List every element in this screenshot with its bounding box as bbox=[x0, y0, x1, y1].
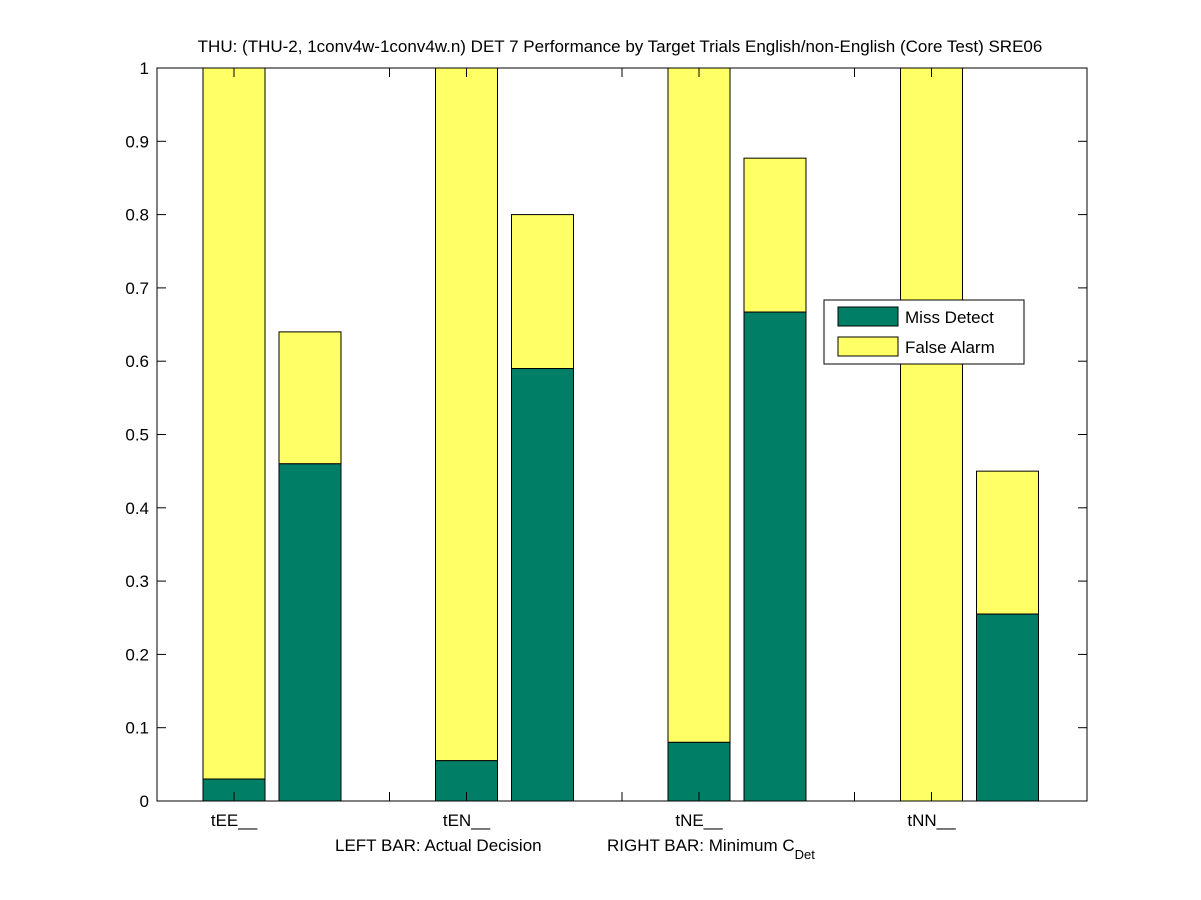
y-tick-label: 0.5 bbox=[125, 426, 149, 445]
y-tick-label: 0.6 bbox=[125, 352, 149, 371]
bar-miss-detect-minimum-tEE bbox=[278, 463, 342, 802]
x-tick-label: tEN__ bbox=[443, 811, 491, 830]
x-axis-label-right: RIGHT BAR: Minimum CDet bbox=[607, 836, 815, 862]
legend-label-miss-detect: Miss Detect bbox=[905, 308, 994, 327]
bar-false-alarm-minimum-tNN bbox=[976, 470, 1039, 615]
y-tick-label: 0.1 bbox=[125, 719, 149, 738]
y-tick-label: 0.9 bbox=[125, 132, 149, 151]
axis-ticks: tEE__ tEN__ tNE__ tNN__ 0 0.1 0.2 0.3 0.4 0.5 0.6 0… bbox=[125, 59, 1087, 830]
legend: Miss Detect False Alarm bbox=[823, 299, 1025, 365]
bar-false-alarm-actual-tNN bbox=[900, 67, 963, 802]
y-tick-label: 0.8 bbox=[125, 206, 149, 225]
bar-false-alarm-actual-tNE bbox=[667, 67, 731, 743]
chart-title: THU: (THU-2, 1conv4w-1conv4w.n) DET 7 Pe… bbox=[198, 37, 1043, 56]
bar-miss-detect-minimum-tEN bbox=[511, 368, 574, 802]
x-axis-label-right-subscript: Det bbox=[795, 847, 816, 862]
x-tick-label: tNE__ bbox=[675, 811, 723, 830]
legend-label-false-alarm: False Alarm bbox=[905, 338, 995, 357]
x-tick-label: tEE__ bbox=[211, 811, 258, 830]
y-tick-label: 0 bbox=[140, 792, 149, 811]
y-tick-label: 0.7 bbox=[125, 279, 149, 298]
legend-swatch-miss-detect bbox=[837, 306, 899, 327]
y-tick-label: 0.3 bbox=[125, 572, 149, 591]
plot-frame bbox=[156, 67, 1088, 802]
y-tick-label: 1 bbox=[140, 59, 149, 78]
legend-swatch-false-alarm bbox=[837, 336, 899, 357]
bar-miss-detect-minimum-tNE bbox=[743, 311, 807, 802]
y-tick-label: 0.4 bbox=[125, 499, 149, 518]
bar-false-alarm-minimum-tNE bbox=[743, 157, 807, 313]
bar-false-alarm-actual-tEN bbox=[435, 67, 498, 762]
x-axis-label-left: LEFT BAR: Actual Decision bbox=[335, 836, 542, 855]
bar-false-alarm-actual-tEE bbox=[202, 67, 266, 780]
bar-false-alarm-minimum-tEN bbox=[511, 214, 574, 370]
x-axis-label-right-prefix: RIGHT BAR: Minimum C bbox=[607, 836, 795, 855]
bar-miss-detect-minimum-tNN bbox=[976, 613, 1039, 802]
bar-false-alarm-minimum-tEE bbox=[278, 331, 342, 465]
x-tick-label: tNN__ bbox=[907, 811, 956, 830]
y-tick-label: 0.2 bbox=[125, 645, 149, 664]
